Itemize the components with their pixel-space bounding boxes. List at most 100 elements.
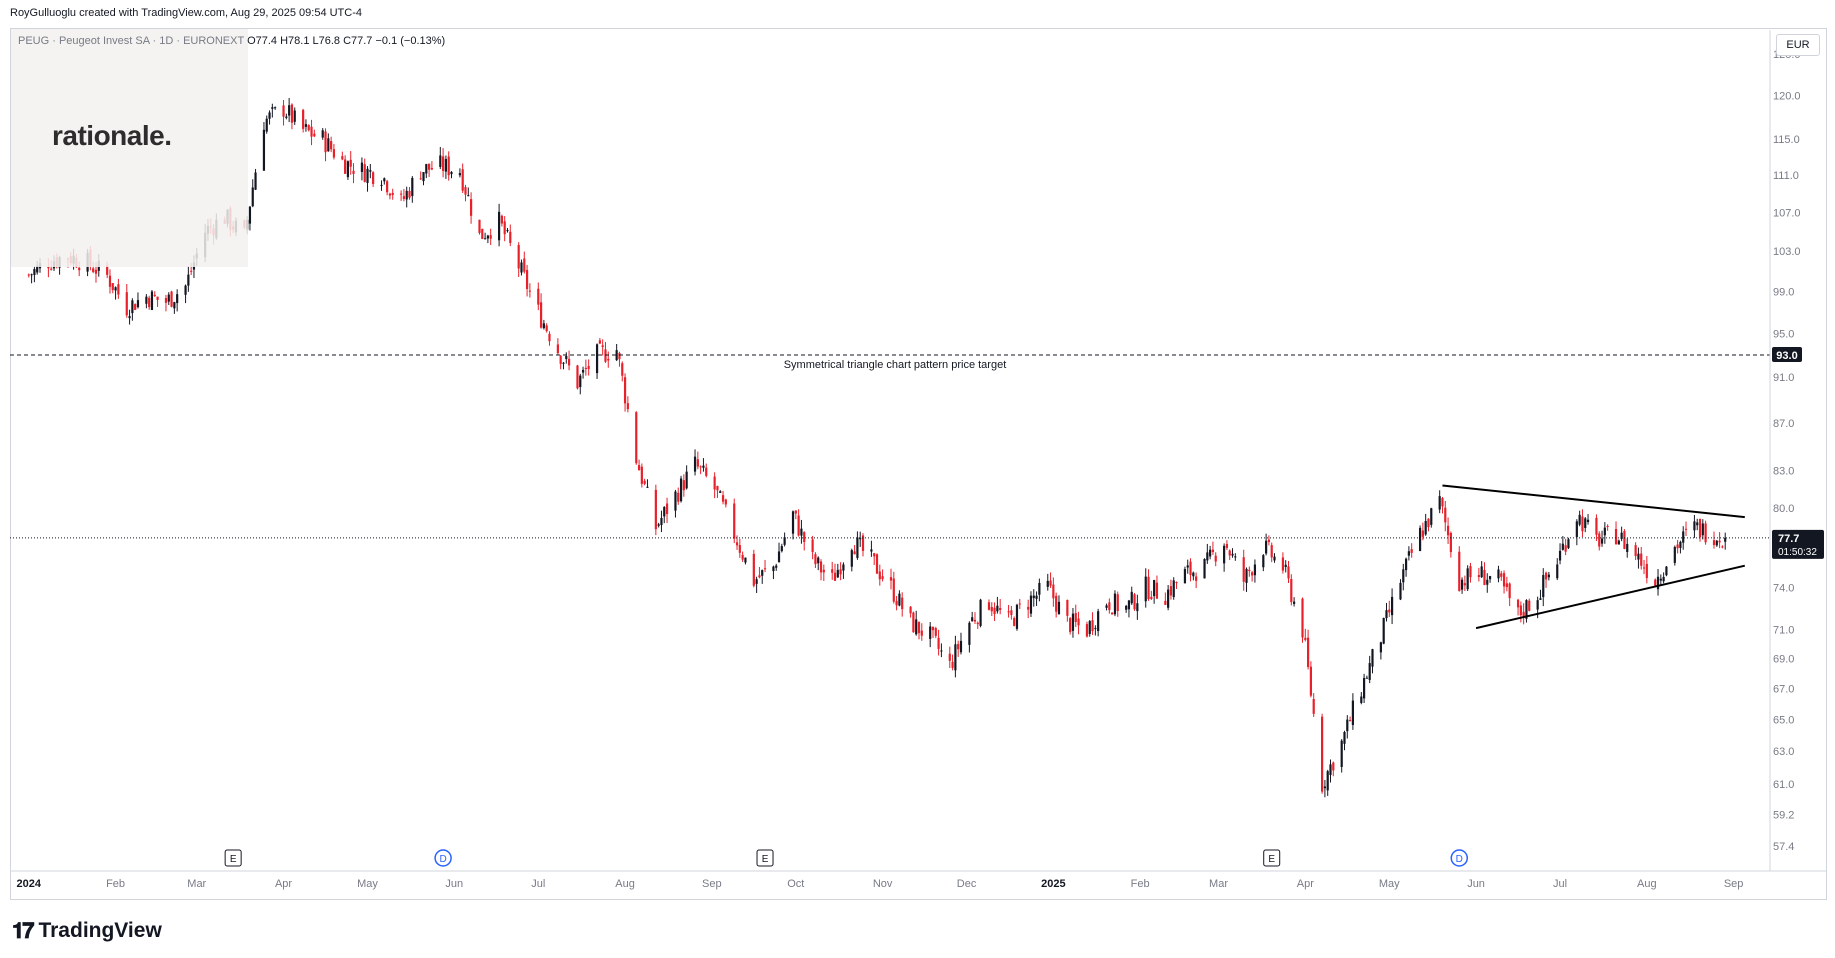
candle-up <box>836 569 839 578</box>
dividend-event-label: D <box>439 854 446 865</box>
candle-up <box>1365 677 1368 679</box>
candle-up <box>674 491 677 511</box>
candle-up <box>380 184 383 186</box>
candle-up <box>497 211 501 241</box>
candle-up <box>1326 771 1329 791</box>
candle-up <box>929 626 932 639</box>
candle-down <box>861 535 865 551</box>
candle-down <box>156 296 159 300</box>
candle-down <box>637 465 641 471</box>
candle-down <box>1614 528 1618 545</box>
candle-down <box>134 304 137 310</box>
candle-up <box>777 551 781 563</box>
currency-button[interactable]: EUR <box>1776 34 1820 56</box>
candle-up <box>1626 543 1629 552</box>
candle-up <box>1035 595 1038 599</box>
candle-up <box>1656 576 1660 590</box>
candle-up <box>1351 700 1354 726</box>
candle-up <box>1430 508 1433 525</box>
candle-down <box>302 109 305 129</box>
candle-up <box>1273 556 1276 561</box>
candle-up <box>702 465 705 468</box>
candle-up <box>1536 600 1539 610</box>
candle-down <box>803 532 806 543</box>
candle-up <box>663 507 666 517</box>
candle-up <box>1724 537 1727 542</box>
tradingview-logo[interactable]: 𝟏𝟕 TradingView <box>12 918 162 944</box>
candle-down <box>735 542 739 546</box>
triangle-trendline-lower <box>1475 564 1746 630</box>
candle-up <box>817 557 820 564</box>
candle-down <box>324 131 327 153</box>
candle-up <box>425 164 428 174</box>
candle-down <box>442 156 445 171</box>
candle-down <box>1018 603 1021 605</box>
candle-down <box>1544 572 1548 580</box>
candle-up <box>1693 521 1696 531</box>
candle-up <box>1343 731 1346 744</box>
candle-up <box>1234 556 1237 558</box>
dividend-event-marker <box>1450 849 1469 867</box>
candle-down <box>822 569 825 573</box>
candle-down <box>1248 569 1251 572</box>
candle-up <box>167 294 170 302</box>
candle-down <box>716 485 719 491</box>
candle-down <box>948 653 951 661</box>
candle-down <box>713 476 716 490</box>
candle-down <box>408 190 411 198</box>
candle-up <box>1575 521 1578 537</box>
candle-down <box>1312 698 1315 714</box>
candle-up <box>780 546 783 552</box>
candle-down <box>1444 507 1447 523</box>
candle-down <box>148 297 151 308</box>
price-tick-label: 107.0 <box>1773 207 1801 219</box>
candle-down <box>290 104 294 123</box>
candle-down <box>1027 606 1030 610</box>
candle-down <box>1421 530 1424 537</box>
candle-up <box>1402 569 1405 583</box>
candle-up <box>176 294 179 304</box>
candle-up <box>486 235 489 239</box>
candle-down <box>1348 720 1352 722</box>
candle-down <box>1446 525 1450 536</box>
legend-symbol[interactable]: PEUG · Peugeot Invest SA · 1D · EURONEXT <box>18 35 244 47</box>
candle-down <box>94 269 98 274</box>
candle-down <box>934 628 937 636</box>
candle-down <box>1085 624 1089 637</box>
current-price-text: 77.7 <box>1778 533 1799 545</box>
time-tick-label: Dec <box>957 878 977 890</box>
candle-up <box>1424 520 1427 535</box>
candle-up <box>775 565 778 568</box>
candle-up <box>36 265 39 273</box>
candle-up <box>1673 546 1676 563</box>
time-axis: 2024 Feb Mar Apr May Jun Jul Aug Sep Oct Nov Dec 202… <box>10 870 1827 890</box>
candle-up <box>968 622 971 645</box>
candle-up <box>1245 568 1248 583</box>
time-tick-label: 2024 <box>17 878 42 890</box>
candle-up <box>1029 595 1033 614</box>
candle-down <box>92 268 95 273</box>
candle-down <box>190 270 193 272</box>
target-price-badge <box>1772 346 1802 362</box>
candle-down <box>1564 545 1567 552</box>
candle-up <box>850 550 853 567</box>
candle-down <box>990 606 993 612</box>
price-tick-label: 91.0 <box>1773 372 1794 384</box>
candle-down <box>1410 549 1413 553</box>
candle-up <box>542 323 545 329</box>
candle-down <box>696 459 699 467</box>
tradingview-mark-icon: 𝟏𝟕 <box>12 918 35 944</box>
candle-up <box>996 605 999 612</box>
candle-down <box>937 637 940 649</box>
candle-down <box>621 363 624 376</box>
candle-up <box>1130 591 1133 604</box>
candle-up <box>685 471 688 489</box>
symbol-legend[interactable]: PEUG · Peugeot Invest SA · 1D · EURONEXT… <box>18 35 445 47</box>
candle-down <box>313 133 316 137</box>
candle-down <box>523 258 526 272</box>
time-tick-label: May <box>1379 878 1400 890</box>
candle-down <box>895 600 898 606</box>
candle-down <box>1508 583 1511 599</box>
